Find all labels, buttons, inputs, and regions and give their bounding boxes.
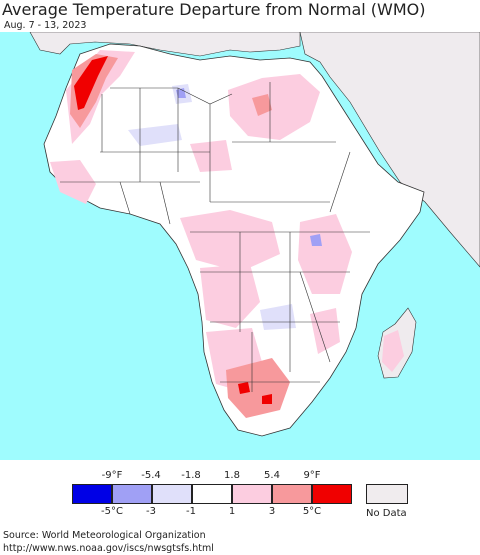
europe-landmass: [29, 31, 301, 57]
patch-pink-egypt: [228, 74, 320, 140]
source-credit: Source: World Meteorological Organizatio…: [3, 529, 214, 555]
legend-swatch: [152, 484, 192, 504]
patch-pink-central: [180, 210, 280, 272]
no-data-label: No Data: [366, 508, 407, 519]
legend-swatch: [232, 484, 272, 504]
map-canvas: [0, 31, 480, 460]
legend-label-c: 3: [268, 506, 276, 517]
legend-label-f: -9°F: [101, 470, 123, 481]
date-range: Aug. 7 - 13, 2023: [4, 20, 87, 31]
patch-blue-lake: [310, 234, 322, 246]
legend-swatch: [312, 484, 352, 504]
legend-swatch: [112, 484, 152, 504]
legend-swatch: [72, 484, 112, 504]
patch-pink-east-africa: [298, 214, 352, 294]
map-title: Average Temperature Departure from Norma…: [2, 0, 426, 19]
patch-pink-madagascar: [382, 330, 404, 372]
no-data-swatch: [366, 484, 408, 504]
patch-pink-chad: [190, 140, 232, 172]
patch-blue-zambia: [260, 304, 296, 330]
legend-label-c: -1: [186, 506, 196, 517]
legend-label-f: 1.8: [224, 470, 240, 481]
anomaly-patches: [50, 50, 404, 418]
patch-pink-mozambique: [310, 308, 340, 354]
middle-east-landmass: [299, 31, 480, 268]
country-borders: [60, 82, 370, 392]
patch-salmon-south-africa: [226, 358, 290, 418]
legend-label-f: 9°F: [303, 470, 321, 481]
patch-salmon-morocco: [70, 54, 118, 128]
patch-salmon-egypt: [252, 94, 272, 116]
legend-swatch: [272, 484, 312, 504]
legend-label-c: 1: [228, 506, 236, 517]
legend-label-f: -5.4: [141, 470, 161, 481]
legend-label-f: -1.8: [181, 470, 201, 481]
patch-red-south-africa: [238, 382, 250, 394]
patch-blue-sahel: [128, 124, 182, 146]
patch-red-south-africa-east: [262, 394, 272, 404]
source-line: Source: World Meteorological Organizatio…: [3, 530, 206, 541]
legend-label-c: -3: [146, 506, 156, 517]
patch-red-western-sahara: [74, 56, 108, 110]
patch-pink-angola: [200, 264, 260, 328]
source-url: http://www.nws.noaa.gov/iscs/nwsgtsfs.ht…: [3, 543, 214, 554]
legend-swatch: [192, 484, 232, 504]
temperature-map: [0, 31, 480, 460]
legend-label-c: -5°C: [101, 506, 123, 517]
legend-label-f: 5.4: [264, 470, 280, 481]
legend-label-c: 5°C: [302, 506, 322, 517]
